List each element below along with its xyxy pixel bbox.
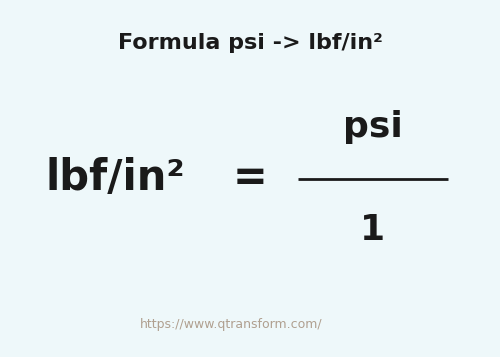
Text: Formula psi -> lbf/in²: Formula psi -> lbf/in² <box>118 33 382 53</box>
Text: 1: 1 <box>360 213 385 247</box>
Text: lbf/in²: lbf/in² <box>45 157 185 200</box>
Text: psi: psi <box>342 110 402 144</box>
Text: =: = <box>232 157 268 200</box>
Text: https://www.qtransform.com/: https://www.qtransform.com/ <box>140 318 322 331</box>
